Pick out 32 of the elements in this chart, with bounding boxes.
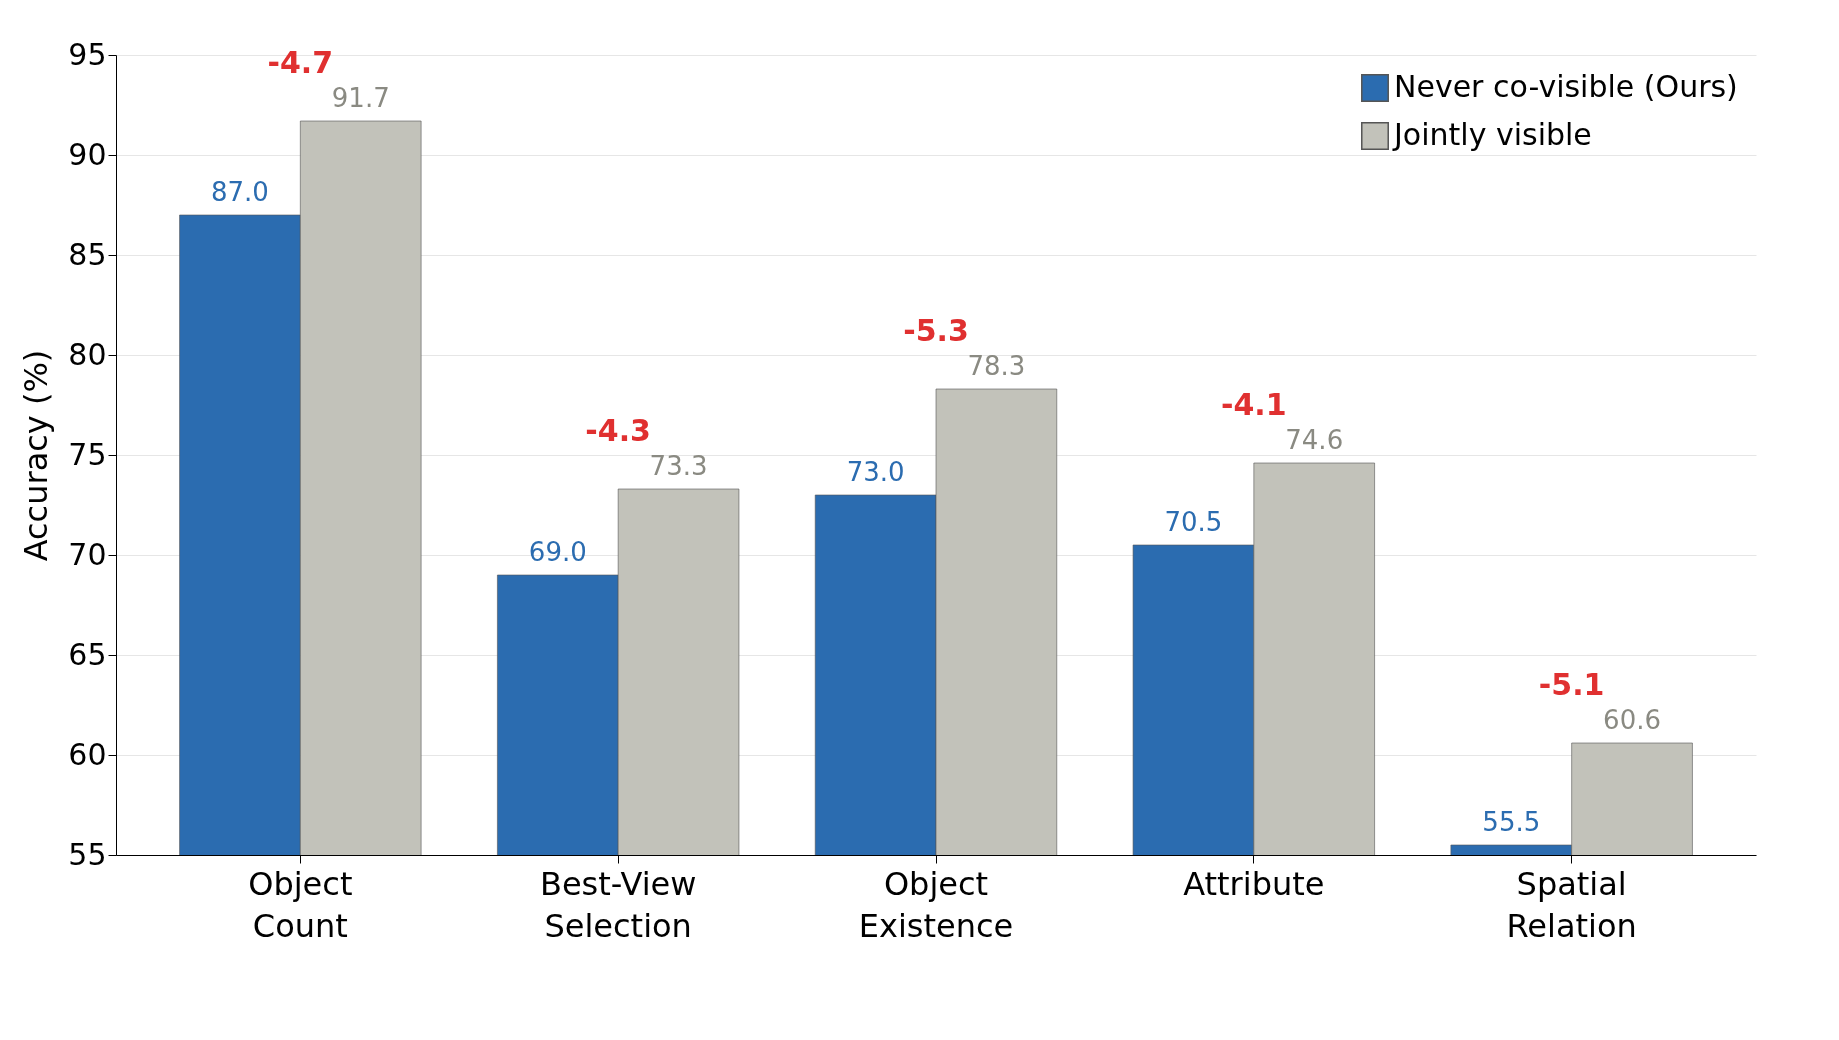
data-label: 60.6 [1603, 705, 1661, 735]
data-label: 69.0 [528, 537, 587, 567]
x-tick-label: Object Count [248, 864, 353, 945]
y-tick-label: 95 [68, 36, 107, 72]
y-tick-label: 90 [68, 136, 107, 172]
annotation: -4.3 [585, 413, 651, 448]
y-tick-label: 80 [68, 336, 107, 372]
data-label: 70.5 [1164, 507, 1223, 537]
data-label: 91.7 [331, 83, 390, 113]
annotation: -4.7 [267, 45, 334, 80]
annotation: -4.1 [1221, 387, 1287, 422]
data-label: 73.3 [649, 451, 708, 481]
y-tick-label: 70 [68, 536, 107, 572]
data-label: 87.0 [211, 177, 269, 207]
y-tick-label: 60 [68, 736, 107, 772]
x-tick-label: Spatial Relation [1506, 864, 1637, 945]
data-label: 74.6 [1285, 425, 1344, 455]
y-tick-label: 55 [68, 836, 107, 872]
annotation: -5.3 [903, 313, 969, 348]
y-tick-label: 85 [68, 236, 107, 272]
x-tick-label: Best-View Selection [539, 864, 697, 945]
legend-label: Never co-visible (Ours) [1394, 69, 1738, 104]
y-tick-label: 65 [68, 636, 107, 672]
data-label: 78.3 [967, 351, 1026, 381]
x-tick-label: Attribute [1183, 864, 1325, 903]
y-tick-label: 75 [68, 436, 107, 472]
data-label: 73.0 [846, 457, 905, 487]
annotation: -5.1 [1538, 667, 1605, 702]
data-label: 55.5 [1482, 807, 1541, 837]
x-tick-label: Object Existence [858, 864, 1014, 945]
legend-label: Jointly visible [1392, 117, 1592, 152]
y-axis-title: Accuracy (%) [17, 349, 56, 562]
